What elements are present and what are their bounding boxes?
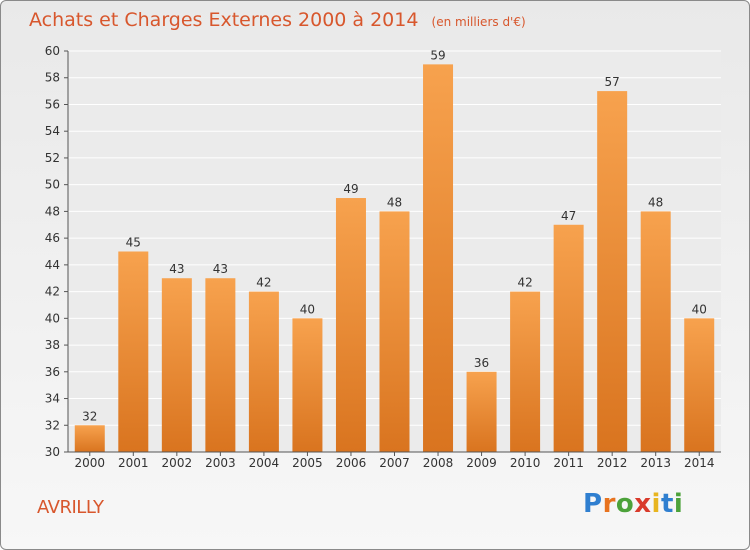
bar (553, 224, 584, 452)
bar-value-label: 32 (82, 409, 97, 423)
x-tick-label: 2003 (205, 456, 236, 470)
y-tick-label: 44 (45, 258, 60, 272)
bar (597, 91, 628, 452)
logo-letter: i (651, 489, 661, 519)
y-tick-label: 58 (45, 71, 60, 85)
y-tick-label: 46 (45, 231, 60, 245)
bar-value-label: 45 (126, 236, 141, 250)
y-tick-label: 56 (45, 97, 60, 111)
bar (466, 371, 497, 452)
bar (161, 278, 192, 452)
proxiti-logo: Proxiti (583, 489, 683, 519)
y-tick-label: 54 (45, 124, 60, 138)
x-tick-label: 2012 (597, 456, 628, 470)
bar (510, 291, 541, 452)
bar (335, 198, 366, 452)
x-tick-label: 2009 (466, 456, 497, 470)
x-tick-label: 2011 (553, 456, 584, 470)
y-tick-label: 48 (45, 204, 60, 218)
x-tick-label: 2013 (640, 456, 671, 470)
bar-value-label: 43 (169, 262, 184, 276)
x-tick-label: 2008 (423, 456, 454, 470)
logo-letter: x (634, 489, 652, 519)
x-tick-label: 2001 (118, 456, 149, 470)
bar (205, 278, 236, 452)
bar-value-label: 40 (300, 302, 315, 316)
y-tick-label: 50 (45, 178, 60, 192)
logo-letter: P (583, 489, 603, 519)
chart-title: Achats et Charges Externes 2000 à 2014 (29, 9, 419, 31)
x-tick-label: 2004 (249, 456, 280, 470)
bar-value-label: 48 (648, 195, 663, 209)
logo-letter: t (660, 489, 674, 519)
bar-value-label: 42 (517, 276, 532, 290)
bar (379, 211, 410, 452)
bar-value-label: 43 (213, 262, 228, 276)
logo-letter: o (615, 489, 635, 519)
y-tick-label: 30 (45, 445, 60, 459)
bar-value-label: 48 (387, 195, 402, 209)
logo-letter: r (602, 489, 616, 519)
x-tick-label: 2002 (162, 456, 193, 470)
bar (118, 251, 149, 452)
bar (248, 291, 279, 452)
x-tick-label: 2006 (336, 456, 367, 470)
x-tick-label: 2007 (379, 456, 410, 470)
bar (74, 425, 105, 452)
y-tick-label: 34 (45, 392, 60, 406)
bar-value-label: 57 (605, 75, 620, 89)
bar-value-label: 49 (343, 182, 358, 196)
x-tick-label: 2010 (510, 456, 541, 470)
chart-unit-note: (en milliers d'€) (431, 15, 526, 29)
bar (423, 64, 454, 452)
y-tick-label: 60 (45, 44, 60, 58)
x-tick-label: 2005 (292, 456, 323, 470)
y-tick-label: 36 (45, 365, 60, 379)
y-tick-label: 38 (45, 338, 60, 352)
x-tick-label: 2000 (74, 456, 105, 470)
bar-value-label: 42 (256, 276, 271, 290)
y-tick-label: 52 (45, 151, 60, 165)
bar (684, 318, 715, 452)
chart-title-block: Achats et Charges Externes 2000 à 2014 (… (29, 9, 526, 31)
bar (640, 211, 671, 452)
bar (292, 318, 323, 452)
bar-value-label: 36 (474, 356, 489, 370)
y-tick-label: 32 (45, 418, 60, 432)
bar-value-label: 47 (561, 209, 576, 223)
x-tick-label: 2014 (684, 456, 715, 470)
y-tick-label: 40 (45, 311, 60, 325)
location-label: AVRILLY (37, 497, 104, 518)
y-tick-label: 42 (45, 285, 60, 299)
bar-value-label: 40 (692, 302, 707, 316)
bar-value-label: 59 (430, 48, 445, 62)
logo-letter: i (673, 489, 684, 519)
